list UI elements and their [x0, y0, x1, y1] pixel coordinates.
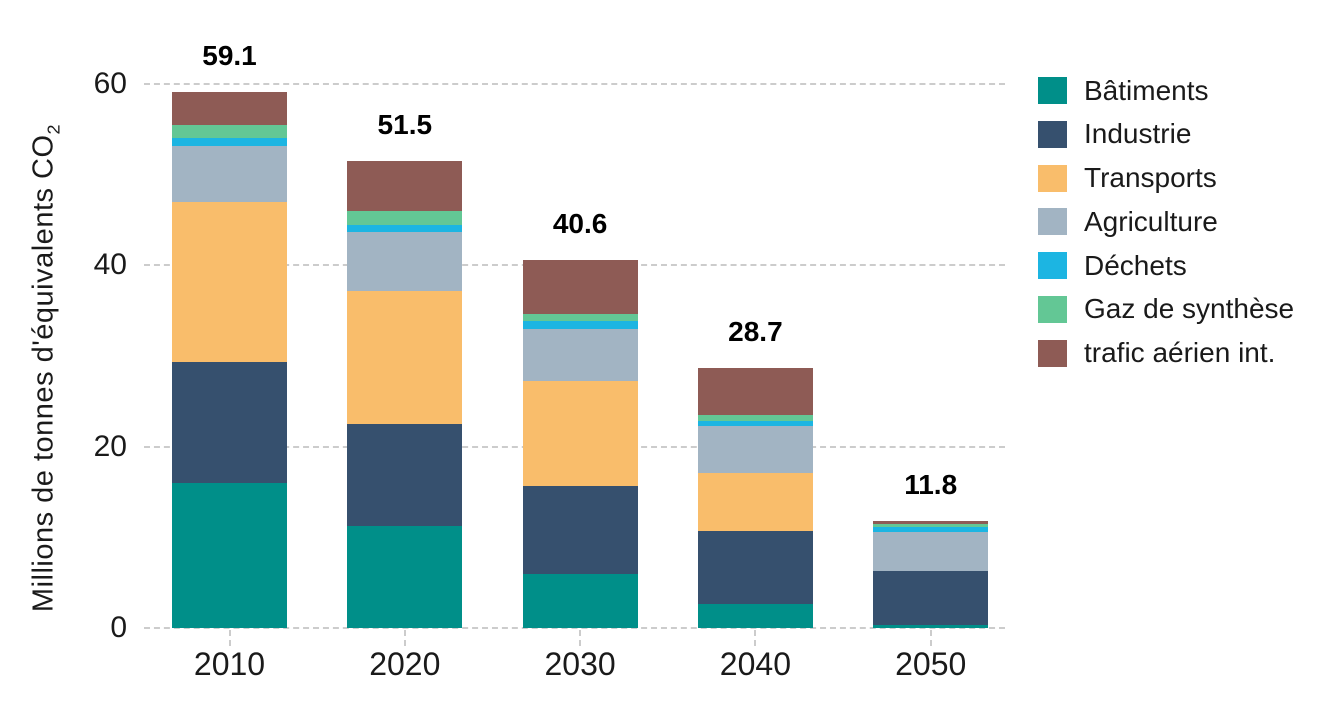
legend-swatch-Transports	[1038, 164, 1067, 192]
bar-segment-2020-Agriculture	[347, 231, 463, 291]
y-tick-label-0: 0	[110, 611, 127, 644]
bar-segment-2020-Bâtiments	[347, 525, 463, 628]
bar-segment-2040-Déchets	[697, 421, 813, 426]
bar-segment-2010-Déchets	[172, 137, 287, 146]
legend-label-Industrie: Industrie	[1084, 118, 1192, 150]
bar-2040	[697, 367, 813, 628]
bar-segment-2020-Gaz de synthèse	[347, 210, 463, 225]
legend-label-trafic aérien int.: trafic aérien int.	[1084, 337, 1276, 369]
bar-segment-2020-Industrie	[347, 424, 463, 526]
bar-segment-2010-Bâtiments	[172, 482, 287, 628]
bar-segment-2050-Industrie	[873, 570, 989, 626]
y-tick-label-60: 60	[93, 67, 127, 100]
legend-row-Gaz de synthèse: Gaz de synthèse	[1038, 293, 1295, 325]
bar-segment-2040-Gaz de synthèse	[697, 414, 813, 422]
x-tick-label-2040: 2040	[719, 646, 791, 682]
x-tick-mark-2010	[228, 630, 231, 646]
x-tick-label-2050: 2050	[895, 646, 967, 682]
bar-segment-2030-Bâtiments	[522, 573, 638, 628]
bar-segment-2010-Transports	[172, 201, 287, 363]
legend-label-Transports: Transports	[1084, 162, 1217, 194]
gridline-y-60	[144, 83, 1005, 85]
legend-swatch-Déchets	[1038, 252, 1067, 280]
bar-segment-2050-Gaz de synthèse	[873, 523, 989, 528]
bar-segment-2050-Agriculture	[873, 531, 989, 571]
legend-row-trafic aérien int.: trafic aérien int.	[1038, 337, 1294, 369]
bar-segment-2050-Bâtiments	[873, 625, 989, 628]
legend-swatch-Gaz de synthèse	[1038, 295, 1067, 323]
y-tick-label-20: 20	[93, 429, 127, 463]
y-tick-label-40: 40	[93, 248, 127, 282]
total-label-2010: 59.1	[202, 40, 257, 72]
bar-segment-2020-trafic aérien int.	[347, 161, 463, 211]
y-axis-title-subscript: 2	[43, 123, 64, 135]
bar-segment-2030-Gaz de synthèse	[522, 314, 638, 321]
bar-segment-2040-Transports	[697, 472, 813, 531]
total-label-2050: 11.8	[904, 469, 958, 500]
legend: Bâtiments Industrie Transports Agriculture D…	[1038, 74, 1295, 384]
x-tick-label-2030: 2030	[544, 646, 616, 682]
bar-segment-2050-trafic aérien int.	[873, 521, 989, 524]
x-tick-mark-2050	[929, 630, 932, 646]
legend-label-Déchets: Déchets	[1084, 249, 1187, 281]
bar-segment-2030-Agriculture	[522, 328, 638, 382]
bar-segment-2040-Industrie	[697, 531, 813, 604]
bar-segment-2050-Déchets	[873, 527, 989, 532]
bar-segment-2040-Agriculture	[697, 425, 813, 473]
total-label-2030: 40.6	[552, 207, 608, 239]
bar-segment-2030-trafic aérien int.	[522, 259, 638, 315]
bar-segment-2010-Agriculture	[172, 145, 287, 202]
legend-label-Bâtiments: Bâtiments	[1084, 74, 1209, 106]
x-tick-mark-2040	[754, 630, 757, 646]
legend-row-Bâtiments: Bâtiments	[1038, 74, 1294, 106]
legend-swatch-trafic aérien int.	[1038, 339, 1067, 367]
bar-segment-2020-Transports	[347, 290, 463, 425]
legend-row-Déchets: Déchets	[1038, 249, 1294, 281]
bar-segment-2030-Transports	[522, 381, 638, 486]
bar-2020	[347, 161, 463, 628]
legend-swatch-Industrie	[1038, 120, 1067, 148]
total-label-2020: 51.5	[377, 109, 433, 141]
x-tick-label-2010: 2010	[193, 646, 266, 682]
legend-swatch-Bâtiments	[1038, 77, 1067, 104]
bar-2030	[522, 259, 638, 628]
bar-segment-2020-Déchets	[347, 224, 463, 232]
y-axis-title-text: Millions de tonnes d'équivalents CO	[27, 134, 60, 613]
bar-segment-2040-trafic aérien int.	[697, 367, 813, 415]
legend-label-Gaz de synthèse: Gaz de synthèse	[1084, 293, 1295, 325]
x-tick-mark-2030	[579, 630, 582, 646]
legend-row-Industrie: Industrie	[1038, 118, 1294, 150]
x-tick-mark-2020	[403, 630, 406, 646]
bar-segment-2030-Déchets	[522, 320, 638, 329]
bar-segment-2040-Bâtiments	[697, 603, 813, 628]
bar-2050	[873, 521, 989, 628]
bar-segment-2010-trafic aérien int.	[172, 92, 287, 125]
legend-label-Agriculture: Agriculture	[1084, 205, 1218, 237]
bar-segment-2010-Gaz de synthèse	[172, 124, 287, 138]
bar-segment-2030-Industrie	[522, 485, 638, 574]
legend-row-Agriculture: Agriculture	[1038, 205, 1294, 237]
bar-2010	[172, 92, 287, 628]
legend-row-Transports: Transports	[1038, 162, 1294, 194]
x-tick-label-2020: 2020	[369, 646, 441, 682]
y-axis-title: Millions de tonnes d'équivalents CO2	[28, 124, 65, 612]
bar-segment-2010-Industrie	[172, 362, 287, 483]
total-label-2040: 28.7	[728, 315, 783, 347]
legend-swatch-Agriculture	[1038, 208, 1067, 236]
gridline-y-0	[144, 627, 1005, 629]
